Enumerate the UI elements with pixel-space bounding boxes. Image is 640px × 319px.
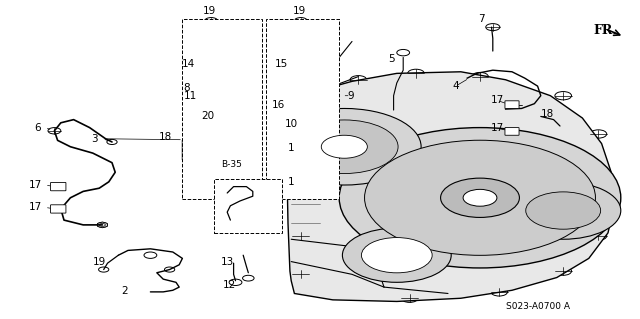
- Text: 3: 3: [92, 134, 98, 144]
- Circle shape: [342, 228, 451, 282]
- Circle shape: [554, 123, 566, 129]
- Text: 17: 17: [29, 180, 42, 190]
- Text: 9: 9: [348, 91, 354, 101]
- Circle shape: [408, 69, 424, 78]
- Text: 2: 2: [122, 286, 128, 296]
- Circle shape: [506, 182, 621, 239]
- Circle shape: [48, 128, 61, 134]
- Text: 4: 4: [452, 81, 459, 91]
- FancyBboxPatch shape: [201, 55, 221, 79]
- Circle shape: [292, 232, 309, 240]
- Circle shape: [472, 72, 488, 81]
- Circle shape: [97, 222, 108, 227]
- FancyBboxPatch shape: [505, 101, 519, 108]
- Circle shape: [555, 267, 572, 275]
- Text: 5: 5: [388, 54, 395, 64]
- Text: 1: 1: [288, 177, 294, 187]
- Text: 7: 7: [478, 14, 484, 24]
- Text: 14: 14: [182, 59, 195, 69]
- Circle shape: [294, 76, 307, 82]
- Text: 12: 12: [223, 279, 236, 290]
- Circle shape: [205, 18, 218, 24]
- Circle shape: [596, 181, 613, 189]
- Text: 17: 17: [491, 95, 504, 106]
- Text: 20: 20: [202, 111, 214, 122]
- FancyBboxPatch shape: [214, 179, 282, 233]
- Text: 19: 19: [293, 6, 306, 16]
- Circle shape: [463, 189, 497, 206]
- Circle shape: [292, 174, 309, 183]
- Circle shape: [107, 139, 117, 145]
- Circle shape: [555, 92, 572, 100]
- Circle shape: [190, 131, 200, 137]
- Text: 13: 13: [221, 257, 234, 267]
- Text: 10: 10: [285, 119, 298, 130]
- Circle shape: [205, 75, 218, 81]
- Polygon shape: [287, 72, 614, 301]
- Text: 15: 15: [275, 59, 288, 69]
- Text: 18: 18: [541, 109, 554, 119]
- Text: 11: 11: [184, 91, 196, 101]
- Text: 17: 17: [29, 202, 42, 212]
- Circle shape: [401, 294, 418, 302]
- Text: 8: 8: [184, 83, 190, 93]
- Circle shape: [590, 130, 607, 138]
- FancyBboxPatch shape: [505, 128, 519, 135]
- FancyBboxPatch shape: [291, 55, 311, 79]
- Circle shape: [397, 49, 410, 56]
- Text: 17: 17: [491, 123, 504, 133]
- Circle shape: [350, 76, 367, 84]
- Circle shape: [526, 192, 601, 229]
- Text: 6: 6: [34, 122, 40, 133]
- Polygon shape: [97, 222, 108, 228]
- Circle shape: [321, 135, 367, 158]
- Circle shape: [164, 267, 175, 272]
- Circle shape: [339, 128, 621, 268]
- Circle shape: [491, 288, 508, 296]
- Circle shape: [268, 108, 421, 185]
- Text: B-35: B-35: [221, 160, 242, 169]
- Text: S023-A0700 A: S023-A0700 A: [506, 302, 570, 311]
- FancyBboxPatch shape: [51, 205, 66, 213]
- Circle shape: [590, 232, 607, 240]
- Circle shape: [243, 275, 254, 281]
- Circle shape: [362, 238, 432, 273]
- Circle shape: [440, 178, 520, 218]
- Text: 18: 18: [159, 132, 172, 142]
- Circle shape: [365, 140, 595, 255]
- Text: 19: 19: [93, 257, 106, 267]
- FancyBboxPatch shape: [266, 19, 339, 199]
- FancyBboxPatch shape: [51, 182, 66, 191]
- Circle shape: [291, 120, 398, 174]
- Circle shape: [486, 24, 500, 31]
- Circle shape: [294, 18, 307, 24]
- Text: 19: 19: [203, 6, 216, 16]
- Circle shape: [231, 197, 243, 202]
- Circle shape: [99, 267, 109, 272]
- Text: FR.: FR.: [593, 24, 616, 37]
- FancyBboxPatch shape: [182, 19, 262, 199]
- Circle shape: [144, 252, 157, 258]
- Circle shape: [229, 279, 242, 286]
- Circle shape: [292, 117, 309, 125]
- Text: 1: 1: [288, 143, 294, 153]
- Text: 16: 16: [272, 100, 285, 110]
- Circle shape: [292, 270, 309, 278]
- Circle shape: [100, 223, 105, 226]
